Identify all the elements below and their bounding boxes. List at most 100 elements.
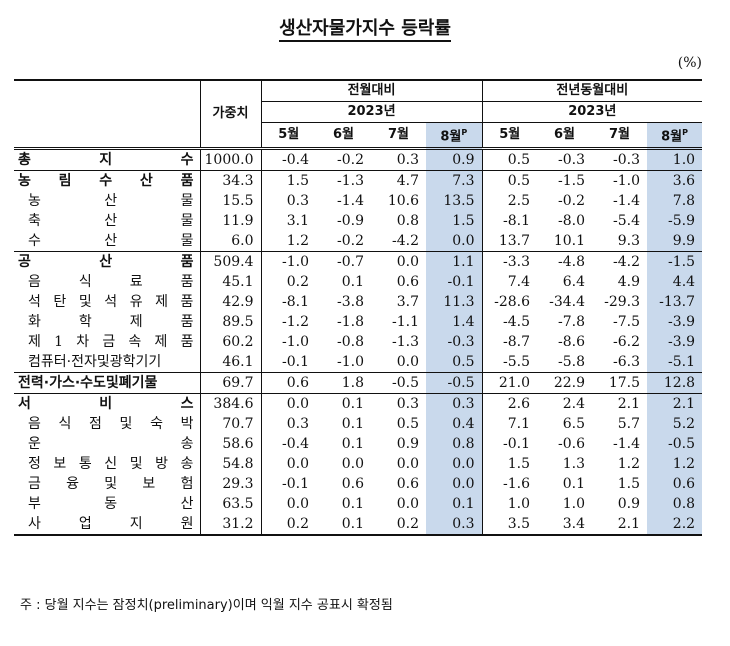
weight-cell: 42.9: [199, 292, 262, 313]
mom-cell: -0.5: [371, 372, 426, 394]
yoy-cell: -0.6: [558, 436, 586, 453]
mom-cell: -0.4: [282, 436, 309, 453]
mom-cell: -1.0: [337, 354, 364, 371]
yoy-cell: 7.8: [647, 191, 703, 212]
mom-cell: 1.2: [286, 233, 309, 250]
yoy-cell: 5.7: [617, 416, 641, 433]
mom-cell: 1.1: [426, 251, 483, 273]
mom-cell: 0.6: [396, 274, 419, 291]
mom-cell: 0.3: [286, 416, 309, 433]
yoy-cell: 2.2: [647, 514, 703, 537]
mom-cell: 0.6: [261, 372, 316, 394]
mom-cell: 0.3: [286, 193, 309, 210]
yoy-cell: -1.4: [613, 436, 641, 453]
mom-cell: 0.4: [426, 414, 483, 435]
mom-cell: 0.0: [286, 496, 309, 513]
yoy-cell: -1.5: [537, 170, 593, 192]
table-row: 사 업 지 원 31.2 0.2 0.1 0.2 0.3 3.5 3.4 2.1 2.2: [14, 514, 703, 537]
table-row: 농 산 물 15.5 0.3 -1.4 10.6 13.5 2.5 -0.2 -1.4 7.8: [14, 191, 703, 212]
yoy-cell: -6.3: [613, 354, 641, 371]
yoy-cell: -1.0: [592, 170, 648, 192]
yoy-cell: -0.3: [592, 147, 648, 171]
yoy-cell: -8.6: [558, 334, 586, 351]
yoy-cell: 0.5: [481, 147, 538, 171]
yoy-cell: -0.2: [558, 193, 586, 210]
mom-cell: -0.1: [282, 476, 309, 493]
footnote: 주 : 당월 지수는 잠정치(preliminary)이며 익월 지수 공표시 …: [20, 598, 393, 613]
mom-cell: -0.8: [337, 334, 364, 351]
yoy-cell: 0.8: [647, 494, 703, 515]
table-row: 총 지 수 1000.0 -0.4 -0.2 0.3 0.9 0.5 -0.3 -0.3 1.0: [14, 147, 703, 171]
yoy-cell: 0.9: [617, 496, 641, 513]
mom-month-header: 5월: [261, 122, 316, 150]
yoy-cell: 5.2: [647, 414, 703, 435]
table-row: 공 산 품 509.4 -1.0 -0.7 0.0 1.1 -3.3 -4.8 -4.2 -1.5: [14, 251, 703, 273]
yoy-cell: 0.1: [562, 476, 586, 493]
yoy-cell: 7.1: [481, 414, 538, 435]
weight-cell: 45.1: [199, 272, 262, 293]
mom-cell: 0.3: [426, 514, 483, 537]
yoy-cell: 21.0: [481, 372, 538, 394]
mom-cell: -0.1: [282, 354, 309, 371]
weight-cell: 46.1: [199, 352, 262, 373]
mom-cell: 0.1: [426, 494, 483, 515]
yoy-cell: 1.0: [481, 494, 538, 515]
yoy-cell: -0.5: [647, 434, 703, 455]
yoy-cell: 3.4: [537, 514, 593, 537]
mom-cell: 0.1: [316, 514, 371, 537]
category-header: [14, 79, 200, 102]
yoy-cell: -5.9: [647, 211, 703, 232]
yoy-cell: 1.3: [562, 456, 586, 473]
mom-cell: 0.0: [396, 354, 419, 371]
yoy-cell: 1.0: [562, 496, 586, 513]
yoy-cell: 2.1: [647, 393, 703, 415]
mom-month-header-prelim: 8월P: [426, 122, 483, 150]
yoy-cell: 22.9: [537, 372, 593, 394]
yoy-cell: -4.5: [481, 312, 538, 333]
mom-cell: -1.0: [282, 334, 309, 351]
weight-cell: 58.6: [199, 434, 262, 455]
yoy-cell: 6.5: [562, 416, 586, 433]
yoy-month-header: 5월: [481, 122, 538, 150]
mom-cell: 0.2: [286, 274, 309, 291]
table-row: 축 산 물 11.9 3.1 -0.9 0.8 1.5 -8.1 -8.0 -5.4 -5.9: [14, 211, 703, 232]
mom-cell: -0.9: [337, 213, 364, 230]
mom-cell: 0.0: [396, 496, 419, 513]
mom-cell: -1.4: [337, 193, 364, 210]
mom-cell: 4.7: [371, 170, 426, 192]
mom-cell: 0.1: [316, 393, 371, 415]
mom-cell: 0.3: [371, 147, 426, 171]
mom-cell: 0.9: [396, 436, 419, 453]
mom-cell: -1.3: [316, 170, 371, 192]
mom-cell: 0.8: [396, 213, 419, 230]
table-row: 컴퓨터·전자및광학기기 46.1 -0.1 -1.0 0.0 0.5 -5.5 -5.8 -6.…: [14, 352, 703, 373]
mom-cell: 0.2: [261, 514, 316, 537]
weight-cell: 384.6: [199, 393, 262, 415]
mom-cell: 0.3: [426, 393, 483, 415]
yoy-cell: -8.0: [558, 213, 586, 230]
yoy-cell: -28.6: [481, 292, 538, 313]
mom-cell: 0.1: [341, 416, 364, 433]
mom-cell: 7.3: [426, 170, 483, 192]
mom-cell: -8.1: [282, 294, 309, 311]
mom-month-header: 6월: [316, 122, 371, 150]
table-row: 운 송 58.6 -0.4 0.1 0.9 0.8 -0.1 -0.6 -1.4 -0.5: [14, 434, 703, 455]
yoy-cell: 10.1: [553, 233, 586, 250]
weight-cell: 6.0: [199, 231, 262, 252]
mom-cell: -3.8: [337, 294, 364, 311]
mom-cell: 0.0: [426, 454, 483, 475]
table-row: 석 탄 및 석 유 제 품 42.9 -8.1 -3.8 3.7 11.3 -28.6 -34.4 -29.…: [14, 292, 703, 313]
weight-cell: 509.4: [199, 251, 262, 273]
mom-cell: -0.5: [426, 372, 483, 394]
table-row: 음 식 점 및 숙 박 70.7 0.3 0.1 0.5 0.4 7.1 6.5 5.7 5.2: [14, 414, 703, 435]
yoy-cell: -8.1: [481, 211, 538, 232]
unit-label: (%): [677, 55, 702, 71]
mom-cell: 0.0: [371, 251, 426, 273]
